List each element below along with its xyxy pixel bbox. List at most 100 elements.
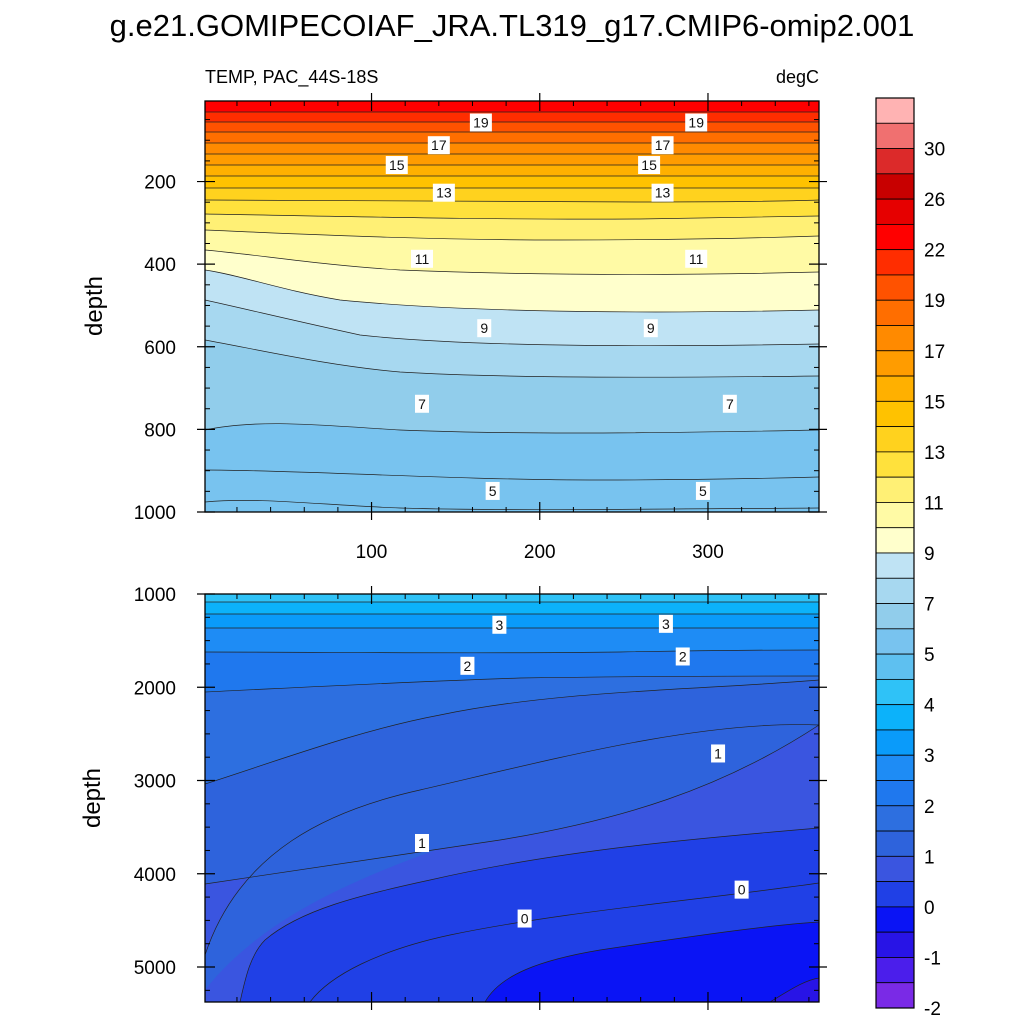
colorbar-label: 11 xyxy=(924,493,944,514)
colorbar-label: 17 xyxy=(924,342,945,363)
colorbar-swatch xyxy=(875,628,915,655)
colorbar-swatch xyxy=(875,780,915,807)
contour-label-box xyxy=(651,183,674,202)
x-tick-label: 100 xyxy=(356,542,388,563)
contour-label: 17 xyxy=(651,136,674,155)
contour-label: 3 xyxy=(492,615,507,634)
colorbar-swatch xyxy=(875,476,915,503)
contour-label: 11 xyxy=(685,249,708,268)
colorbar-swatch xyxy=(875,400,915,428)
colorbar-label: 3 xyxy=(924,746,935,767)
colorbar-label: 22 xyxy=(924,241,945,262)
colorbar-swatch xyxy=(875,704,915,731)
colorbar-swatch xyxy=(875,577,915,604)
contour-label-box xyxy=(685,249,708,268)
y-tick-label: 600 xyxy=(144,338,176,359)
contour-label: 17 xyxy=(427,136,450,155)
colorbar-swatch xyxy=(875,527,915,554)
contour-label: 19 xyxy=(685,113,708,132)
colorbar-swatch xyxy=(875,375,915,402)
contour-label-text: 1 xyxy=(714,745,722,761)
colorbar-label: 7 xyxy=(924,595,935,616)
colorbar-swatch xyxy=(875,957,915,984)
colorbar-label: 13 xyxy=(924,443,945,464)
y-tick-label: 4000 xyxy=(134,865,176,886)
contour-label-text: 13 xyxy=(655,185,671,201)
colorbar-swatch xyxy=(875,881,915,908)
contour-label: 0 xyxy=(734,880,749,899)
contour-label-box xyxy=(469,113,492,132)
contour-label: 5 xyxy=(695,481,710,500)
contour-label-text: 15 xyxy=(641,157,657,173)
contour-label-box xyxy=(427,136,450,155)
contour-label-box xyxy=(460,656,475,675)
colorbar-swatch xyxy=(875,451,915,478)
contour-label-box xyxy=(734,880,749,899)
contour-label-text: 7 xyxy=(418,396,426,412)
contour-label-box xyxy=(711,744,726,763)
colorbar-swatch xyxy=(875,552,915,579)
colorbar-swatch xyxy=(875,350,915,377)
contour-label-box xyxy=(695,481,710,500)
contour-label: 2 xyxy=(675,647,690,666)
contour-label-text: 11 xyxy=(415,251,430,267)
y-tick-label: 3000 xyxy=(134,772,176,793)
contour-label: 11 xyxy=(411,249,434,268)
contour-label-box xyxy=(415,394,430,413)
colorbar-swatch xyxy=(875,729,915,756)
figure-title: g.e21.GOMIPECOIAF_JRA.TL319_g17.CMIP6-om… xyxy=(110,8,915,43)
bottom-contour-lines xyxy=(205,601,819,1002)
y-tick-label: 200 xyxy=(144,173,176,194)
contour-label-text: 0 xyxy=(738,882,746,898)
contour-label-text: 11 xyxy=(689,251,704,267)
bottom-plot-frame xyxy=(204,593,820,1003)
top-subtitle-right: degC xyxy=(776,67,819,87)
contour-label-box xyxy=(385,156,408,175)
bottom-ylabel: depth xyxy=(79,768,106,828)
colorbar-label: 1 xyxy=(924,847,935,868)
contour-label: 1 xyxy=(711,744,726,763)
colorbar-swatch xyxy=(875,274,915,301)
y-tick-label: 2000 xyxy=(134,678,176,699)
contour-label: 13 xyxy=(432,183,455,202)
colorbar-frame xyxy=(875,97,915,1009)
colorbar-swatch xyxy=(875,198,915,225)
contour-label-text: 19 xyxy=(688,114,704,130)
contour-label-text: 2 xyxy=(679,648,687,664)
colorbar-swatch xyxy=(875,426,915,453)
contour-label-box xyxy=(477,319,492,338)
contour-label: 1 xyxy=(415,833,430,852)
contour-label-text: 17 xyxy=(655,137,671,153)
contour-label-box xyxy=(415,833,430,852)
colorbar-label: 9 xyxy=(924,544,935,565)
contour-label-text: 9 xyxy=(647,320,655,336)
colorbar-label: 19 xyxy=(924,291,945,312)
contour-label-text: 2 xyxy=(464,658,472,674)
contour-label-box xyxy=(722,394,737,413)
contour-label: 2 xyxy=(460,656,475,675)
contour-label-text: 13 xyxy=(436,185,452,201)
top-plot-frame xyxy=(204,100,820,513)
contour-label: 0 xyxy=(517,909,532,928)
contour-label: 15 xyxy=(385,156,408,175)
colorbar: 30 26 22 19 17 15 13 11 9 7 5 4 3 2 1 0 -1 -2 xyxy=(875,97,945,1020)
contour-label: 9 xyxy=(477,319,492,338)
contour-label: 19 xyxy=(469,113,492,132)
y-tick-label: 1000 xyxy=(134,503,176,524)
top-subtitle-left: TEMP, PAC_44S-18S xyxy=(205,67,378,88)
contour-label: 7 xyxy=(722,394,737,413)
contour-label-box xyxy=(485,481,500,500)
colorbar-swatch xyxy=(875,678,915,706)
contour-label: 5 xyxy=(485,481,500,500)
top-contour-labels: 19 19 17 17 15 15 13 13 11 11 9 9 7 7 5 5 xyxy=(385,113,737,500)
colorbar-swatch xyxy=(875,325,915,352)
colorbar-label: 5 xyxy=(924,645,935,666)
contour-label: 13 xyxy=(651,183,674,202)
bottom-axis-ticks: 1000 2000 3000 4000 5000 xyxy=(134,585,827,1010)
contour-label-box xyxy=(492,615,507,634)
colorbar-swatch xyxy=(875,754,915,781)
contour-label-text: 5 xyxy=(489,483,497,499)
